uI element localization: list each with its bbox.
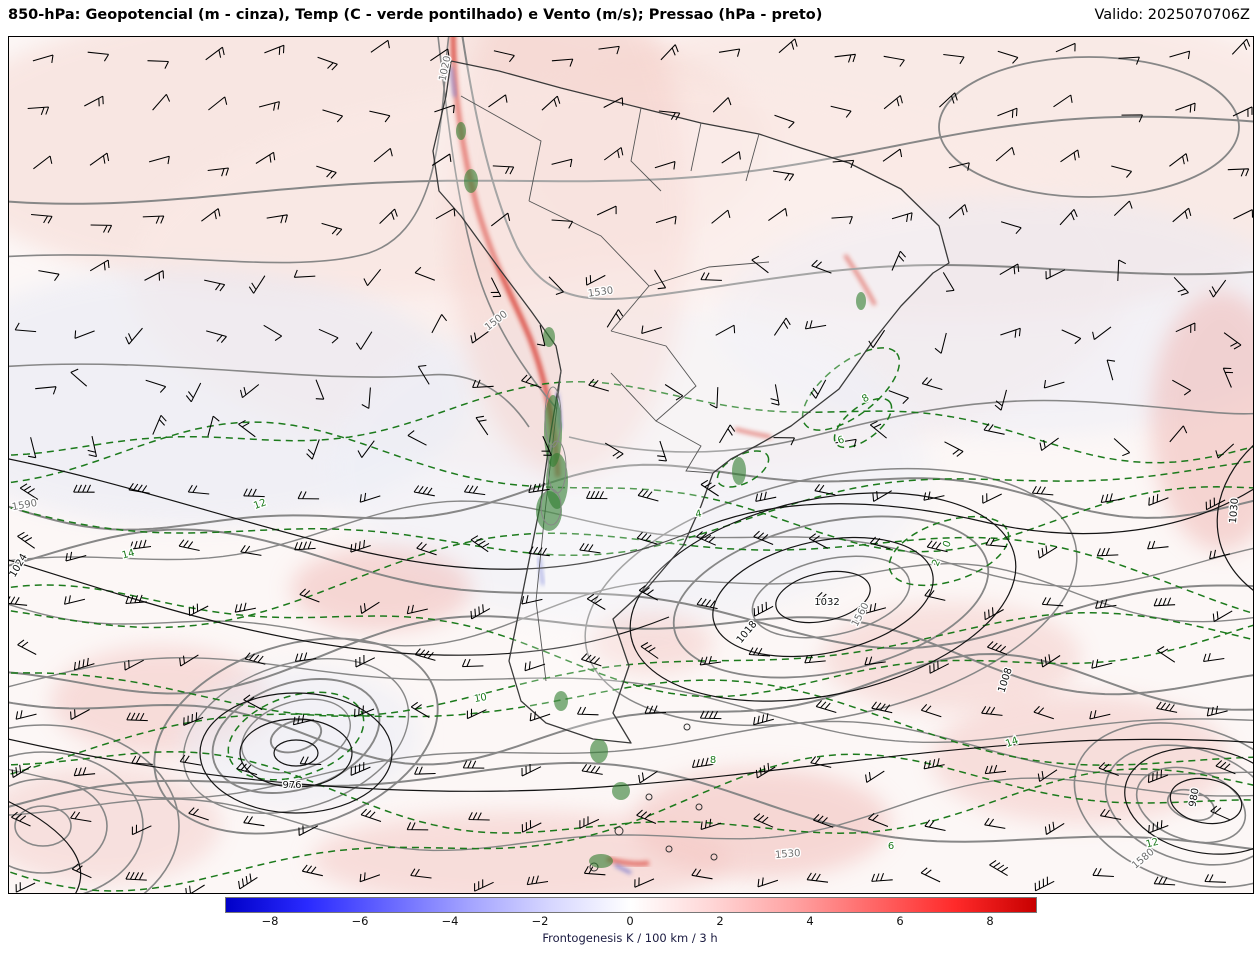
andes-temp-cluster: [464, 169, 478, 193]
colorbar-tick: −8: [261, 914, 279, 928]
contour-label: 12: [1145, 837, 1160, 851]
contour-label: 8: [710, 755, 716, 766]
contour-label: 1590: [11, 498, 38, 513]
colorbar-tick: 8: [986, 914, 994, 928]
contour-label: 1530: [587, 285, 614, 299]
andes-temp-cluster: [732, 457, 746, 485]
coastline: [432, 60, 950, 744]
map-title: 850-hPa: Geopotencial (m - cinza), Temp …: [8, 7, 823, 23]
island: [665, 845, 673, 853]
wind-barbs: [9, 38, 1253, 893]
colorbar-tick: 4: [806, 914, 814, 928]
andes-temp-cluster: [456, 122, 466, 140]
andes-temp-cluster: [536, 491, 562, 531]
pressure-contours: [9, 444, 1253, 893]
colorbar-tick: 2: [716, 914, 724, 928]
colorbar-tick: 6: [896, 914, 904, 928]
colorbar-tick: −2: [531, 914, 549, 928]
andes-temp-cluster: [589, 854, 613, 868]
map-figure: 1020 1500 1530 1560 1590 1530 1580 8 6 0 2 4 8 14 12 6 1…: [8, 36, 1254, 894]
contour-label: 1030: [1228, 498, 1241, 524]
andes-temp-cluster: [543, 327, 555, 347]
island: [695, 803, 703, 811]
valid-time: Valido: 2025070706Z: [1094, 7, 1251, 23]
colorbar-tick: −4: [441, 914, 459, 928]
contour-label: 1018: [735, 619, 760, 646]
colorbar-tick: 0: [626, 914, 634, 928]
island: [710, 853, 718, 861]
colorbar: [225, 897, 1037, 913]
island: [645, 793, 653, 801]
contour-label: 6: [888, 841, 894, 852]
colorbar-label: Frontogenesis K / 100 km / 3 h: [542, 931, 718, 945]
contour-label: 10: [473, 692, 487, 705]
contour-label: 976: [282, 780, 301, 791]
frontogenesis-ribbon: [450, 37, 561, 478]
contour-label: 14: [121, 548, 136, 562]
island: [614, 826, 624, 836]
andes-temp-cluster: [612, 782, 630, 800]
contour-label: 1530: [775, 848, 801, 861]
colorbar-tick: −6: [351, 914, 369, 928]
colorbar-ticks: −8 −6 −4 −2 0 2 4 6 8: [225, 914, 1035, 929]
island: [683, 723, 691, 731]
contour-label: 0: [941, 539, 954, 549]
andes-temp-cluster: [554, 691, 568, 711]
andes-temp-cluster: [856, 292, 866, 310]
contour-label: 980: [1187, 787, 1201, 808]
andes-temp-cluster: [590, 739, 608, 763]
figure-header: 850-hPa: Geopotencial (m - cinza), Temp …: [0, 0, 1260, 36]
contour-label: 1032: [814, 597, 839, 608]
contour-label: 4: [694, 509, 702, 521]
